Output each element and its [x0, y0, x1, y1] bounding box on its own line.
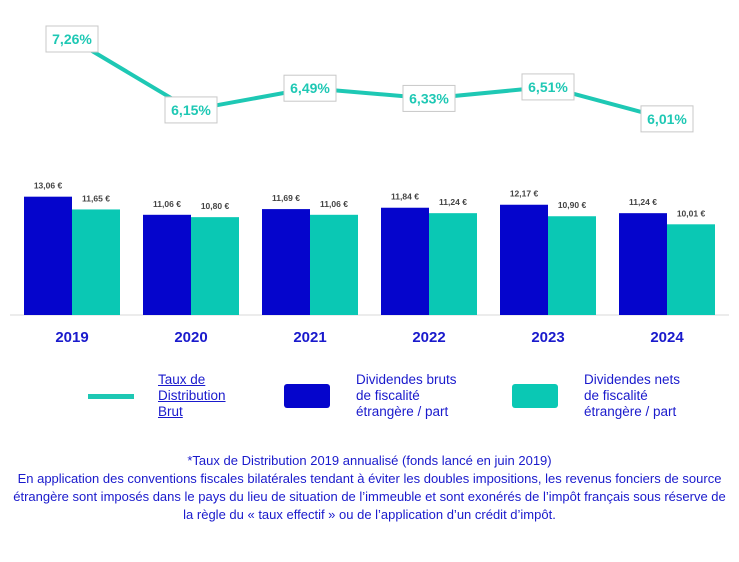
rate-point-2023: 6,51%	[521, 73, 575, 101]
bar-brut-2021	[262, 209, 310, 315]
rate-point-2024: 6,01%	[640, 105, 694, 133]
bar-label-brut-2024: 11,24 €	[629, 197, 657, 207]
bar-label-brut-2023: 12,17 €	[510, 189, 539, 199]
rate-point-2022: 6,33%	[402, 84, 456, 112]
x-tick-2021: 2021	[293, 329, 326, 346]
rate-label-2019: 7,26%	[52, 31, 92, 47]
bar-net-2020	[191, 217, 239, 315]
legend-brut-swatch	[284, 384, 330, 408]
legend: Taux de Distribution Brut Dividendes bru…	[0, 372, 739, 432]
rate-label-2023: 6,51%	[528, 79, 568, 95]
bar-brut-2020	[143, 214, 191, 315]
legend-net-label: Dividendes nets de fiscalité étrangère /…	[584, 372, 681, 419]
legend-net-swatch	[512, 384, 558, 408]
bar-label-net-2022: 11,24 €	[439, 197, 467, 207]
rate-label-2021: 6,49%	[290, 80, 330, 96]
rate-label-2022: 6,33%	[409, 90, 449, 106]
bar-label-brut-2021: 11,69 €	[272, 193, 300, 203]
legend-brut-label: Dividendes bruts de fiscalité étrangère …	[356, 372, 457, 419]
bar-label-net-2019: 11,65 €	[82, 193, 110, 203]
x-tick-2024: 2024	[650, 329, 684, 346]
dividend-chart: 13,06 € 11,65 € 2019 11,06 € 10,80 € 2020 11,6…	[10, 25, 729, 346]
footnote-line-2: En application des conventions fiscales …	[13, 471, 726, 522]
rate-label-box-2024	[640, 105, 694, 133]
x-tick-2023: 2023	[531, 329, 564, 346]
bar-net-2019	[72, 209, 120, 315]
bar-label-brut-2020: 11,06 €	[153, 199, 181, 209]
legend-rate-label: Taux de Distribution Brut	[158, 372, 226, 419]
rate-point-2020: 6,15%	[164, 96, 218, 124]
bar-net-2023	[548, 216, 596, 315]
x-tick-2020: 2020	[174, 329, 207, 346]
bar-net-2022	[429, 213, 477, 315]
rate-label-box-2023	[521, 73, 575, 101]
rate-label-2020: 6,15%	[171, 102, 211, 118]
bar-label-brut-2022: 11,84 €	[391, 192, 419, 202]
bar-net-2024	[667, 224, 715, 315]
bar-label-net-2024: 10,01 €	[677, 208, 706, 218]
rate-label-box-2021	[283, 74, 337, 102]
bar-label-net-2021: 11,06 €	[320, 199, 348, 209]
footnote-line-1: *Taux de Distribution 2019 annualisé (fo…	[187, 453, 552, 468]
rate-point-2021: 6,49%	[283, 74, 337, 102]
legend-item-net: Dividendes nets de fiscalité étrangère /…	[512, 372, 680, 420]
bar-brut-2022	[381, 207, 429, 315]
rate-line	[70, 37, 668, 121]
rate-label-box-2019	[45, 25, 99, 53]
legend-rate-swatch	[88, 393, 134, 399]
legend-item-brut: Dividendes bruts de fiscalité étrangère …	[284, 372, 457, 420]
bar-label-net-2020: 10,80 €	[201, 201, 230, 211]
footnote: *Taux de Distribution 2019 annualisé (fo…	[10, 452, 729, 524]
x-tick-2019: 2019	[55, 329, 88, 346]
rate-label-2024: 6,01%	[647, 111, 687, 127]
rate-point-2019: 7,26%	[45, 25, 99, 53]
bar-label-brut-2019: 13,06 €	[34, 181, 63, 191]
bar-label-net-2023: 10,90 €	[558, 200, 587, 210]
rate-label-box-2020	[164, 96, 218, 124]
rate-label-box-2022	[402, 84, 456, 112]
bar-brut-2023	[500, 204, 548, 315]
bar-brut-2024	[619, 213, 667, 315]
legend-item-rate: Taux de Distribution Brut	[88, 372, 226, 420]
x-tick-2022: 2022	[412, 329, 445, 346]
bar-brut-2019	[24, 196, 72, 315]
bar-net-2021	[310, 214, 358, 315]
